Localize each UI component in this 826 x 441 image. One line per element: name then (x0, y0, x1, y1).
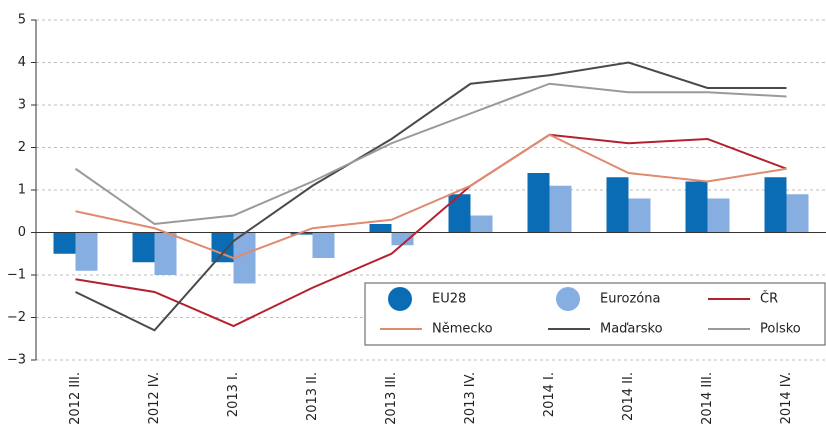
legend-label: EU28 (432, 292, 466, 307)
legend-label: Eurozóna (600, 292, 660, 307)
bar (470, 215, 493, 233)
x-tick-label: 2013 III. (384, 372, 399, 425)
bar (448, 194, 471, 233)
bar (233, 232, 256, 284)
y-tick-label: 5 (18, 13, 26, 28)
bar (391, 232, 414, 246)
bar (312, 232, 335, 258)
y-tick-label: −1 (7, 268, 26, 283)
bar (549, 185, 572, 233)
y-tick-label: 2 (18, 140, 26, 155)
line-series (75, 133, 787, 328)
bar (786, 194, 809, 233)
y-tick-label: 4 (18, 55, 26, 70)
y-tick-label: −2 (7, 310, 26, 325)
legend-box (364, 282, 826, 346)
bar (290, 232, 313, 235)
bar (764, 177, 787, 233)
y-tick-label: 0 (18, 225, 26, 240)
bar (606, 177, 629, 233)
bar (628, 198, 651, 233)
x-tick-label: 2012 III. (68, 372, 83, 425)
bar (53, 232, 76, 254)
bar (75, 232, 98, 271)
legend: EU28 Eurozóna ČR Německo Maďarsko Polsko (364, 282, 826, 346)
x-tick-label: 2014 II. (621, 372, 636, 421)
legend-label: Maďarsko (600, 322, 663, 337)
y-tick-label: 1 (18, 183, 26, 198)
legend-label: ČR (760, 291, 778, 307)
x-tick-label: 2014 III. (700, 372, 715, 425)
bar (707, 198, 730, 233)
line-series (75, 133, 787, 260)
bar (369, 224, 392, 233)
x-tick-label: 2013 II. (305, 372, 320, 421)
line-series (74, 82, 787, 226)
legend-marker (388, 287, 412, 311)
bar (154, 232, 177, 275)
x-tick-label: 2014 IV. (779, 372, 794, 424)
legend-label: Polsko (760, 322, 801, 337)
line-series (75, 61, 787, 332)
y-tick-label: 3 (18, 98, 26, 113)
bar (685, 181, 708, 233)
x-tick-label: 2014 I. (542, 372, 557, 417)
legend-label: Německo (432, 322, 493, 337)
legend-marker (556, 287, 580, 311)
y-tick-label: −3 (7, 353, 26, 368)
bar (211, 232, 234, 263)
x-tick-label: 2013 IV. (463, 372, 478, 424)
bar (527, 173, 550, 233)
bar (132, 232, 155, 263)
x-tick-label: 2013 I. (226, 372, 241, 417)
x-tick-label: 2012 IV. (147, 372, 162, 424)
